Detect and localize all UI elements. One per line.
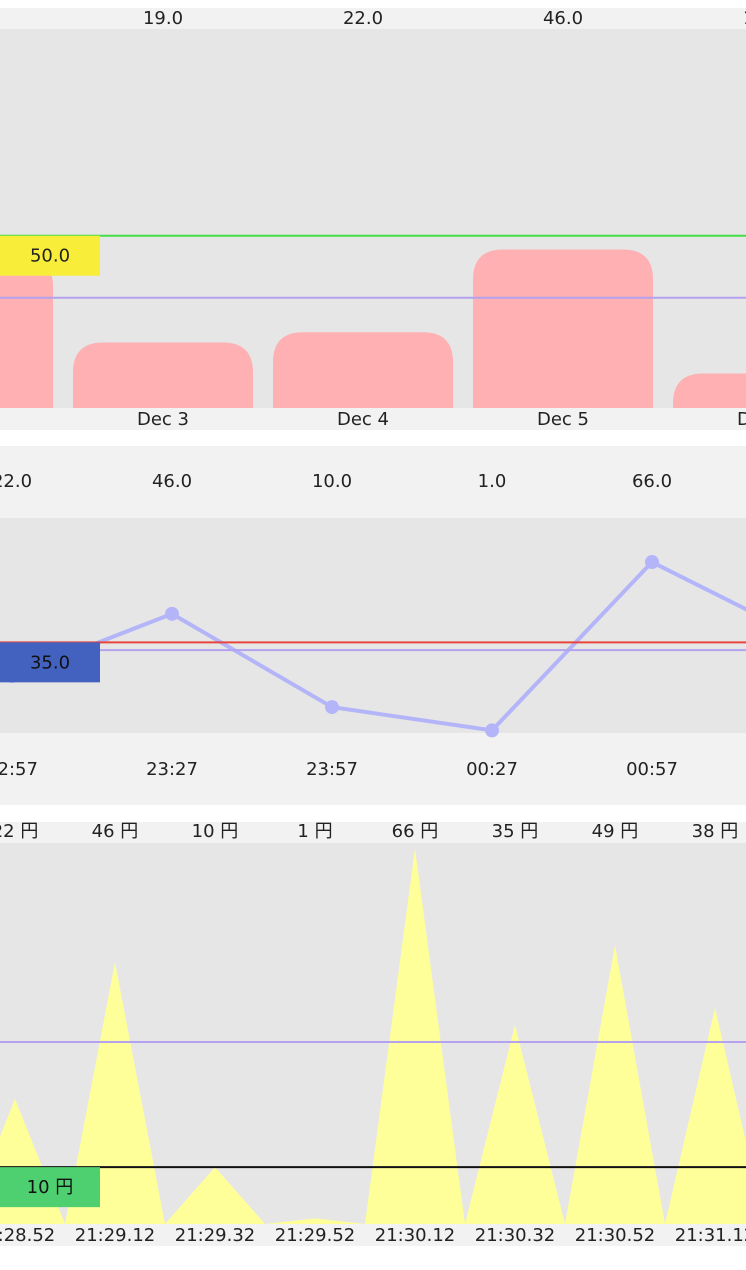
value-label: 46 円 xyxy=(92,821,139,842)
spike xyxy=(265,1218,365,1224)
x-tick-label: 00:27 xyxy=(466,759,518,780)
x-tick-label: Dec 3 xyxy=(137,409,189,430)
value-label: 46.0 xyxy=(543,8,583,29)
limit-label-box xyxy=(0,1167,100,1208)
value-label: 1 円 xyxy=(297,821,332,842)
bar xyxy=(673,373,746,408)
value-label: 46.0 xyxy=(152,471,192,492)
panel-strip xyxy=(0,8,746,29)
value-label: 35 円 xyxy=(492,821,539,842)
panel-strip xyxy=(0,1224,746,1246)
data-line xyxy=(11,559,746,733)
value-label: 22 円 xyxy=(0,821,38,842)
spike xyxy=(365,848,465,1224)
limit-label-box xyxy=(0,235,100,276)
data-point xyxy=(325,700,339,715)
x-tick-label: 22:57 xyxy=(0,759,38,780)
limit-label: 10 円 xyxy=(27,1177,74,1198)
bar xyxy=(0,256,53,408)
x-tick-label: 23:57 xyxy=(306,759,358,780)
value-label: 49 円 xyxy=(592,821,639,842)
x-tick-label: 21:30.52 xyxy=(575,1225,656,1246)
plot-area xyxy=(0,518,746,733)
x-tick-label: 21:31.12 xyxy=(675,1225,746,1246)
value-label: 10.0 xyxy=(743,8,746,29)
value-label: 10 円 xyxy=(192,821,239,842)
x-tick-label: 21:29.32 xyxy=(175,1225,256,1246)
spike xyxy=(565,945,665,1224)
value-label: 19.0 xyxy=(143,8,183,29)
value-label: 22.0 xyxy=(0,471,32,492)
value-label: 10.0 xyxy=(312,471,352,492)
x-tick-label: 23:27 xyxy=(146,759,198,780)
spike xyxy=(65,962,165,1224)
limit-label-box xyxy=(0,642,100,683)
x-tick-label: 21:30.32 xyxy=(475,1225,556,1246)
spike xyxy=(665,1007,746,1224)
data-point xyxy=(165,606,179,621)
panel-strip xyxy=(0,822,746,843)
x-tick-label: 21:30.12 xyxy=(375,1225,456,1246)
data-point xyxy=(485,723,499,738)
x-tick-label: Dec 6 xyxy=(737,409,746,430)
x-tick-label: Dec 5 xyxy=(537,409,589,430)
value-label: 66 円 xyxy=(392,821,439,842)
data-point xyxy=(645,555,659,570)
panel-strip xyxy=(0,733,746,805)
value-label: 22.0 xyxy=(343,8,383,29)
panel-strip xyxy=(0,446,746,518)
limit-label: 50.0 xyxy=(30,246,70,267)
value-label: 66.0 xyxy=(632,471,672,492)
x-tick-label: 21:28.52 xyxy=(0,1225,55,1246)
value-label: 1.0 xyxy=(478,471,507,492)
value-label: 38 円 xyxy=(692,821,739,842)
x-tick-label: Dec 4 xyxy=(337,409,389,430)
limit-label: 35.0 xyxy=(30,652,70,673)
bar xyxy=(473,249,653,408)
bar xyxy=(273,332,453,408)
spike xyxy=(165,1167,265,1224)
x-tick-label: 21:29.12 xyxy=(75,1225,156,1246)
panel-strip xyxy=(0,408,746,430)
x-tick-label: 21:29.52 xyxy=(275,1225,356,1246)
x-tick-label: 00:57 xyxy=(626,759,678,780)
spike xyxy=(465,1024,565,1224)
bar xyxy=(73,342,253,408)
